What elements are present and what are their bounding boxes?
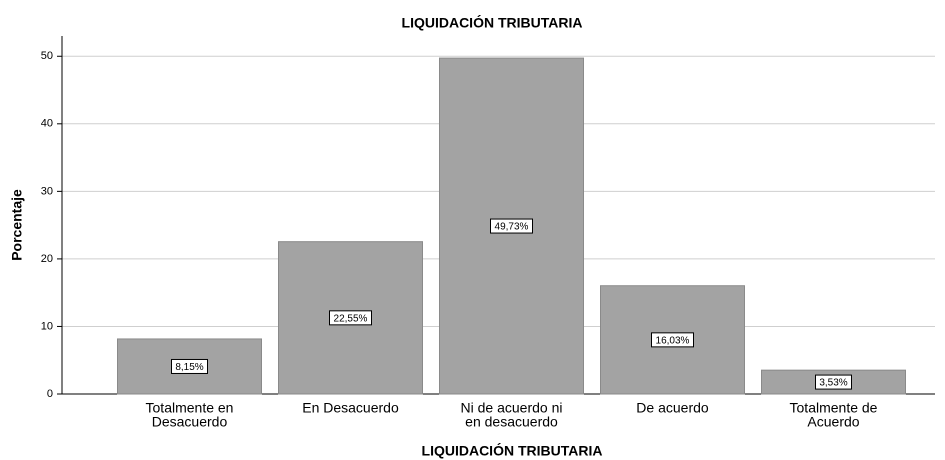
value-label: 22,55% [334,313,368,324]
y-tick-label: 10 [41,320,53,332]
x-tick-label: en desacuerdo [465,414,558,430]
value-label-box [171,358,208,374]
x-tick-label: En Desacuerdo [302,400,399,416]
value-label-box [490,218,533,234]
x-tick-label: Desacuerdo [152,414,228,430]
x-axis-label: LIQUIDACIÓN TRIBUTARIA [422,442,603,459]
x-tick-label: Totalmente en [146,400,234,416]
x-tick-label: De acuerdo [636,400,709,416]
y-tick-label: 40 [41,118,53,130]
y-axis-label: Porcentaje [9,189,25,261]
value-label-box [815,374,852,390]
y-tick-label: 50 [41,50,53,62]
y-tick-label: 0 [47,388,53,400]
x-tick-label: Totalmente de [790,400,878,416]
value-label: 8,15% [175,362,203,373]
x-tick-label: Acuerdo [807,414,859,430]
y-tick-label: 20 [41,253,53,265]
value-label: 3,53% [819,378,847,389]
value-label: 16,03% [656,336,690,347]
value-label-box [651,332,694,348]
value-label: 49,73% [495,222,529,233]
chart-title: LIQUIDACIÓN TRIBUTARIA [402,14,583,31]
x-tick-label: Ni de acuerdo ni [461,400,563,416]
value-label-box [329,310,372,326]
y-tick-label: 30 [41,185,53,197]
